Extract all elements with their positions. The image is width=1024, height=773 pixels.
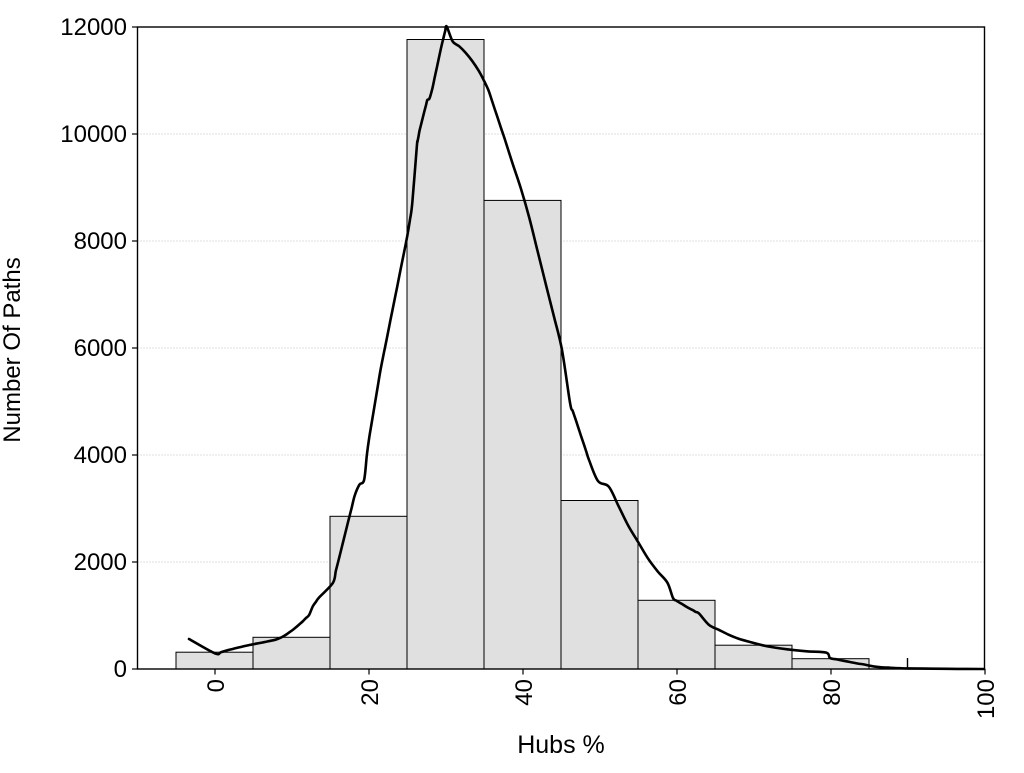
svg-text:60: 60 <box>665 679 692 706</box>
svg-text:Number Of Paths: Number Of Paths <box>0 257 26 442</box>
svg-text:100: 100 <box>973 679 1000 719</box>
svg-text:Hubs %: Hubs % <box>517 731 605 759</box>
svg-text:0: 0 <box>114 656 127 683</box>
svg-text:80: 80 <box>819 679 846 706</box>
svg-text:4000: 4000 <box>74 442 127 469</box>
svg-text:6000: 6000 <box>74 335 127 362</box>
svg-text:0: 0 <box>203 679 230 692</box>
svg-text:12000: 12000 <box>60 14 127 41</box>
svg-text:20: 20 <box>357 679 384 706</box>
svg-text:2000: 2000 <box>74 549 127 576</box>
svg-text:40: 40 <box>511 679 538 706</box>
svg-text:8000: 8000 <box>74 228 127 255</box>
svg-text:10000: 10000 <box>60 121 127 148</box>
